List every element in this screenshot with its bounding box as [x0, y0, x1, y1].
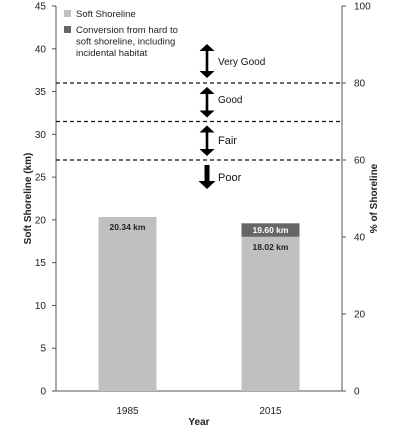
bar-conversion — [241, 223, 300, 237]
y2-axis-title: % of Shoreline — [369, 163, 380, 233]
y-tick-label: 10 — [35, 301, 47, 312]
y-tick-label: 35 — [35, 87, 47, 98]
axes-layer: 0 5 10 15 20 25 30 35 40 45 0 20 40 60 80 100 1985 2015 Ye… — [23, 2, 380, 429]
arrow-head-up — [199, 125, 215, 133]
y-tick-label: 30 — [35, 130, 47, 141]
legend: Soft Shoreline Conversion from hard tosof… — [64, 9, 178, 59]
band-label: Very Good — [218, 57, 265, 68]
data-label: 20.34 km — [110, 222, 146, 232]
arrow-head-down — [199, 71, 215, 78]
band-arrow — [199, 44, 215, 78]
y2-tick-label: 0 — [354, 387, 360, 398]
x-tick-label: 1985 — [116, 406, 139, 417]
band-arrow — [198, 165, 216, 189]
bands-layer: Very Good Good Fair Poor — [198, 44, 265, 189]
y2-tick-label: 40 — [354, 233, 366, 244]
legend-label: incidental habitat — [76, 48, 148, 59]
y-tick-label: 25 — [35, 173, 47, 184]
x-tick-label: 2015 — [259, 406, 282, 417]
arrow-head-down — [199, 149, 215, 156]
y-tick-label: 40 — [35, 44, 47, 55]
y-tick-label: 20 — [35, 215, 47, 226]
bar-soft-shoreline — [241, 236, 300, 391]
y-tick-label: 0 — [40, 387, 46, 398]
y-tick-label: 15 — [35, 258, 47, 269]
y2-tick-label: 80 — [354, 79, 366, 90]
y2-tick-label: 20 — [354, 310, 366, 321]
legend-label: Conversion from hard to — [76, 25, 178, 36]
arrow-head-up — [199, 87, 215, 94]
band-label: Good — [218, 95, 242, 106]
legend-swatch — [64, 10, 71, 17]
band-arrow — [199, 125, 215, 156]
legend-swatch — [64, 26, 71, 33]
x-axis-title: Year — [188, 417, 209, 428]
bars-layer — [98, 216, 300, 391]
y-tick-label: 45 — [35, 2, 47, 13]
data-label: 19.60 km — [253, 225, 289, 235]
band-label: Poor — [218, 172, 242, 184]
band-arrow — [199, 87, 215, 118]
y2-tick-label: 100 — [354, 2, 371, 13]
arrow-head-up — [199, 44, 215, 51]
legend-label: Soft Shoreline — [76, 9, 136, 20]
thresholds-layer — [56, 82, 342, 161]
bar-soft-shoreline — [98, 216, 157, 391]
y2-tick-label: 60 — [354, 156, 366, 167]
data-label: 18.02 km — [253, 242, 289, 252]
arrow-head-down — [199, 110, 215, 118]
y-tick-label: 5 — [40, 344, 46, 355]
band-label: Fair — [218, 135, 237, 147]
data-labels: 20.34 km 18.02 km 19.60 km — [110, 222, 289, 252]
legend-label: soft shoreline, including — [76, 37, 175, 48]
y-axis-title: Soft Shoreline (km) — [23, 153, 34, 245]
arrow-head-down — [198, 181, 216, 189]
